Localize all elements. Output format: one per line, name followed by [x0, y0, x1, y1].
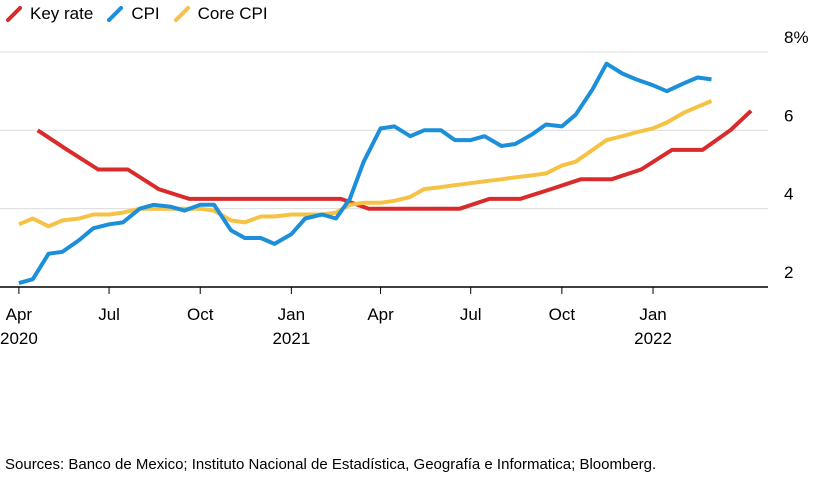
x-tick-label-2021-10: Oct	[549, 305, 576, 324]
x-year-label-2022: 2022	[634, 329, 672, 348]
legend-label-cpi: CPI	[131, 4, 160, 23]
x-tick-label-2020-10: Oct	[187, 305, 214, 324]
x-tick-label-2021-04: Apr	[367, 305, 394, 324]
x-year-label-2021: 2021	[272, 329, 310, 348]
series-line-cpi	[18, 61, 712, 286]
x-tick-label-2020-04: Apr	[6, 305, 33, 324]
x-tick-label-2022-01: Jan	[639, 305, 666, 324]
legend-label-key-rate: Key rate	[30, 4, 94, 23]
legend-swatch-core-cpi	[173, 6, 190, 22]
y-axis-labels: 2 4 6 8%	[784, 28, 809, 282]
legend-item-key-rate: Key rate	[6, 4, 93, 24]
legend-item-core-cpi: Core CPI	[173, 4, 268, 24]
series-lines	[18, 61, 753, 286]
legend-swatch-key-rate	[6, 6, 22, 22]
x-year-label-2020: 2020	[0, 329, 38, 348]
legend-label-core-cpi: Core CPI	[197, 4, 268, 23]
x-tick-label-2020-07: Jul	[98, 305, 120, 324]
y-tick-label-4: 4	[784, 185, 793, 204]
x-tick-label-2021-01: Jan	[278, 305, 305, 324]
legend-item-cpi: CPI	[107, 4, 160, 24]
y-tick-label-6: 6	[784, 106, 793, 125]
gridlines	[0, 51, 768, 288]
y-tick-label-8: 8%	[784, 28, 809, 47]
x-tick-label-2021-07: Jul	[460, 305, 482, 324]
y-tick-label-2: 2	[784, 263, 793, 282]
series-line-core-cpi	[18, 99, 713, 229]
legend-swatch-cpi	[107, 6, 124, 22]
x-axis: Apr 2020 Jul Oct Jan 2021 Apr Jul Oct Jan 2022	[0, 287, 672, 348]
legend: Key rate CPI Core CPI	[6, 2, 282, 26]
series-line-key-rate	[36, 109, 753, 211]
source-note: Sources: Banco de Mexico; Instituto Naci…	[5, 456, 657, 473]
